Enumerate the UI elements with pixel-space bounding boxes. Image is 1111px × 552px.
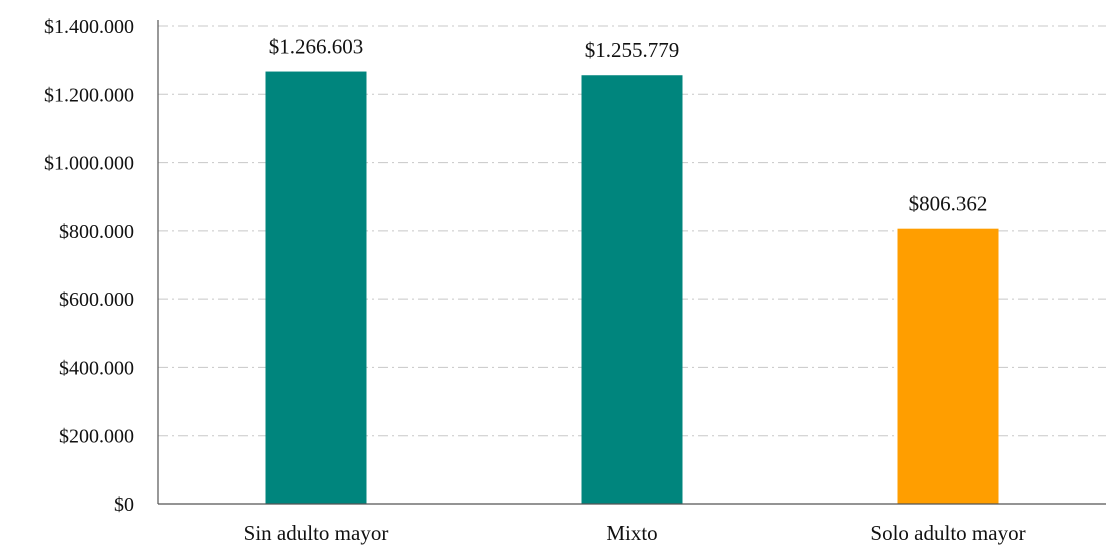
data-label: $1.266.603 bbox=[269, 35, 364, 59]
y-tick-label: $1.200.000 bbox=[44, 84, 134, 106]
data-labels: $1.266.603 $1.255.779 $806.362 bbox=[269, 35, 988, 216]
axes bbox=[157, 20, 1106, 505]
y-tick-label: $1.400.000 bbox=[44, 16, 134, 38]
x-category-label: Solo adulto mayor bbox=[870, 521, 1025, 545]
y-tick-label: $1.000.000 bbox=[44, 153, 134, 175]
y-tick-label: $0 bbox=[114, 494, 134, 516]
bar bbox=[581, 75, 683, 504]
y-tick-labels: $0 $200.000 $400.000 $600.000 $800.000 $1.000… bbox=[44, 16, 134, 516]
bar bbox=[897, 228, 999, 504]
y-tick-label: $800.000 bbox=[59, 221, 134, 243]
data-label: $806.362 bbox=[909, 192, 988, 216]
y-tick-label: $600.000 bbox=[59, 289, 134, 311]
x-category-label: Sin adulto mayor bbox=[244, 521, 389, 545]
bar bbox=[265, 71, 367, 505]
y-tick-label: $400.000 bbox=[59, 357, 134, 379]
bars bbox=[265, 71, 999, 505]
x-category-labels: Sin adulto mayor Mixto Solo adulto mayor bbox=[244, 521, 1026, 545]
x-category-label: Mixto bbox=[606, 521, 657, 545]
data-label: $1.255.779 bbox=[585, 38, 680, 62]
y-tick-label: $200.000 bbox=[59, 426, 134, 448]
